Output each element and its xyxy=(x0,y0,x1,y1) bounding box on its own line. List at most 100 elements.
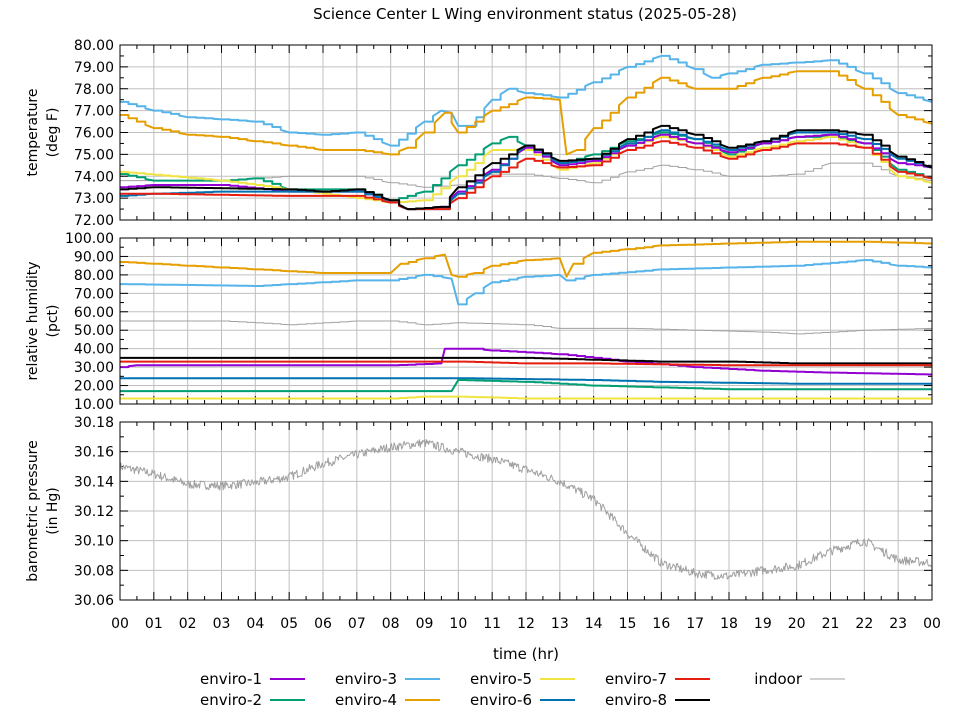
panel-frame xyxy=(119,421,933,601)
series-line-enviro-5 xyxy=(120,395,932,400)
y-tick-label: 72.00 xyxy=(74,213,114,229)
series-line-enviro-6 xyxy=(120,129,933,211)
x-tick-label: 11 xyxy=(483,616,501,632)
y-tick-label: 77.00 xyxy=(74,104,114,120)
series-line-enviro-8 xyxy=(120,356,932,365)
x-tick-label: 14 xyxy=(585,616,603,632)
y-tick-label: 73.00 xyxy=(74,191,114,207)
panel-1: 72.00 73.00 74.00 75.00 76.00 77.00 78.00 79.00… xyxy=(25,38,933,229)
x-tick-label: 22 xyxy=(855,616,873,632)
series-line-enviro-3 xyxy=(120,54,933,147)
y-tick-label: 90.00 xyxy=(74,249,114,265)
series-line-enviro-4 xyxy=(120,70,933,156)
y-axis-label: temperature xyxy=(25,89,41,177)
y-tick-label: 60.00 xyxy=(74,305,114,321)
x-tick-label: 17 xyxy=(686,616,704,632)
y-tick-label: 30.08 xyxy=(74,563,114,579)
x-tick-label: 16 xyxy=(652,616,670,632)
legend-label: indoor xyxy=(754,670,803,688)
chart-title: Science Center L Wing environment status… xyxy=(313,5,737,23)
y-tick-label: 70.00 xyxy=(74,286,114,302)
legend: enviro-1 enviro-2 enviro-3 enviro-4 enviro-5… xyxy=(200,670,845,709)
y-tick-label: 80.00 xyxy=(74,268,114,284)
y-axis-label: (deg F) xyxy=(45,108,61,158)
series-line-enviro-3 xyxy=(120,259,933,306)
series-line-enviro-1 xyxy=(120,347,933,376)
y-tick-label: 80.00 xyxy=(74,38,114,54)
y-tick-label: 74.00 xyxy=(74,169,114,185)
y-tick-label: 100.00 xyxy=(65,231,114,247)
y-tick-label: 78.00 xyxy=(74,82,114,98)
series-line-indoor xyxy=(120,162,933,188)
series-line-enviro-8 xyxy=(120,124,933,211)
x-tick-label: 20 xyxy=(788,616,806,632)
legend-item-enviro-1: enviro-1 xyxy=(200,670,305,688)
x-tick-label: 03 xyxy=(213,616,231,632)
x-tick-label: 00 xyxy=(111,616,129,632)
y-tick-label: 10.00 xyxy=(74,397,114,413)
x-tick-label: 09 xyxy=(416,616,434,632)
panel-frame xyxy=(119,44,933,221)
x-tick-label: 05 xyxy=(280,616,298,632)
y-tick-label: 40.00 xyxy=(74,342,114,358)
series-line-enviro-4 xyxy=(120,240,933,278)
legend-label: enviro-6 xyxy=(470,691,532,709)
legend-label: enviro-2 xyxy=(200,691,262,709)
y-tick-label: 76.00 xyxy=(74,126,114,142)
legend-label: enviro-5 xyxy=(470,670,532,688)
y-tick-label: 75.00 xyxy=(74,147,114,163)
panels: 72.00 73.00 74.00 75.00 76.00 77.00 78.00 79.00… xyxy=(25,38,941,632)
y-axis-label: barometric pressure xyxy=(25,440,41,581)
y-tick-label: 79.00 xyxy=(74,60,114,76)
y-tick-label: 30.10 xyxy=(74,534,114,550)
y-tick-label: 50.00 xyxy=(74,323,114,339)
x-tick-label: 06 xyxy=(314,616,332,632)
series-line-indoor xyxy=(119,439,932,580)
panel-3: 30.06 30.08 30.10 30.12 30.14 30.16 30.18 barom… xyxy=(25,415,933,609)
legend-label: enviro-3 xyxy=(335,670,397,688)
y-tick-label: 30.12 xyxy=(74,504,114,520)
x-tick-label: 19 xyxy=(754,616,772,632)
y-tick-label: 30.16 xyxy=(74,445,114,461)
legend-item-enviro-3: enviro-3 xyxy=(335,670,440,688)
x-tick-label: 21 xyxy=(822,616,840,632)
y-tick-label: 30.06 xyxy=(74,593,114,609)
legend-item-indoor: indoor xyxy=(754,670,845,688)
y-tick-label: 30.14 xyxy=(74,474,114,490)
x-tick-label: 08 xyxy=(382,616,400,632)
legend-item-enviro-5: enviro-5 xyxy=(470,670,575,688)
x-tick-label: 12 xyxy=(517,616,535,632)
x-tick-label: 18 xyxy=(720,616,738,632)
y-axis-label: relative humidity xyxy=(25,261,41,380)
x-axis-label: time (hr) xyxy=(493,645,559,663)
panel-frame xyxy=(119,237,933,405)
x-tick-label: 10 xyxy=(449,616,467,632)
legend-label: enviro-8 xyxy=(605,691,667,709)
x-tick-label: 23 xyxy=(889,616,907,632)
series-line-enviro-7 xyxy=(120,360,932,367)
x-tick-label: 01 xyxy=(145,616,163,632)
legend-item-enviro-2: enviro-2 xyxy=(200,691,305,709)
y-tick-label: 20.00 xyxy=(74,379,114,395)
legend-item-enviro-8: enviro-8 xyxy=(605,691,710,709)
series-line-enviro-7 xyxy=(120,140,933,211)
legend-label: enviro-7 xyxy=(605,670,667,688)
y-axis-label: (in Hg) xyxy=(45,487,61,535)
x-tick-label: 13 xyxy=(551,616,569,632)
legend-label: enviro-4 xyxy=(335,691,397,709)
x-tick-label: 07 xyxy=(348,616,366,632)
legend-label: enviro-1 xyxy=(200,670,262,688)
legend-item-enviro-6: enviro-6 xyxy=(470,691,575,709)
y-tick-label: 30.18 xyxy=(74,415,114,431)
x-tick-label: 04 xyxy=(246,616,264,632)
x-tick-label: 02 xyxy=(179,616,197,632)
panel-2: 10.00 20.00 30.00 40.00 50.00 60.00 70.00 80.00… xyxy=(25,231,933,413)
legend-item-enviro-7: enviro-7 xyxy=(605,670,710,688)
series-line-indoor xyxy=(120,320,933,335)
series-line-enviro-6 xyxy=(120,377,932,385)
x-tick-label: 15 xyxy=(619,616,637,632)
legend-item-enviro-4: enviro-4 xyxy=(335,691,440,709)
y-tick-label: 30.00 xyxy=(74,360,114,376)
series-line-enviro-2 xyxy=(120,379,932,393)
